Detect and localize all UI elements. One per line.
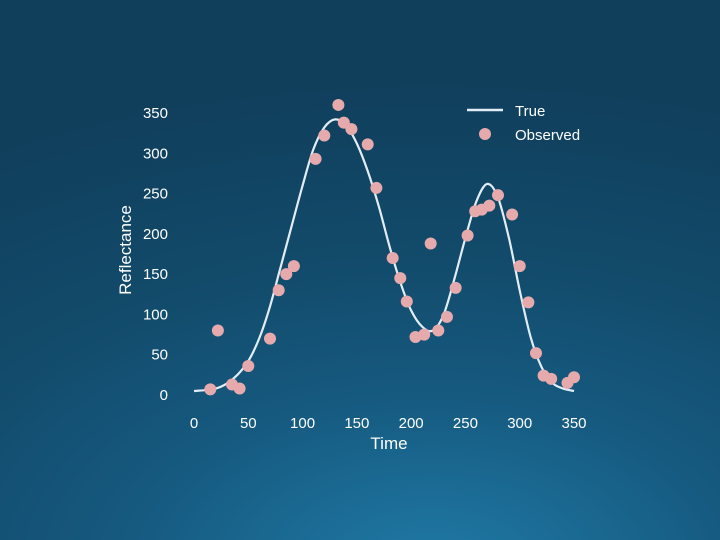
y-tick-label: 350 [143,105,168,122]
observed-point [400,295,413,308]
observed-point [318,129,331,142]
y-axis-label: Reflectance [116,205,135,295]
observed-point [440,310,453,323]
observed-point [522,296,535,309]
observed-point [424,237,437,250]
observed-point [242,359,255,372]
x-tick-label: 200 [399,415,424,432]
legend: True Observed [467,103,580,144]
observed-point [483,199,496,212]
observed-point [233,382,246,395]
observed-point [211,324,224,337]
x-tick-label: 350 [561,415,586,432]
observed-point [345,123,358,136]
observed-point [432,324,445,337]
observed-point [386,252,399,265]
y-tick-label: 200 [143,226,168,243]
y-tick-label: 300 [143,145,168,162]
y-tick-label: 50 [151,347,168,364]
observed-point [309,152,322,165]
x-tick-label: 50 [240,415,257,432]
x-tick-label: 250 [453,415,478,432]
x-tick-label: 300 [507,415,532,432]
observed-point [545,372,558,385]
observed-point [264,332,276,345]
observed-point [287,260,300,273]
observed-point [506,208,519,221]
y-tick-label: 100 [143,306,168,323]
observed-point [394,272,407,285]
y-tick-label: 0 [160,387,168,404]
observed-point [361,138,374,151]
x-tick-labels: 0 50 100 150 200 250 300 350 [190,415,587,432]
y-axis-title: Reflectance [116,205,135,295]
x-tick-label: 0 [190,415,198,432]
observed-point [332,98,345,111]
observed-point [568,371,580,384]
observed-point [204,383,217,396]
true-line-layer [193,118,575,393]
observed-point [272,284,285,297]
x-tick-label: 100 [290,415,315,432]
observed-point [449,281,462,294]
legend-observed-swatch [479,128,491,140]
observed-point [280,268,293,281]
observed-point [513,260,526,273]
x-axis-label: Time [370,434,407,453]
observed-point [530,347,542,360]
legend-true-label: True [515,103,545,120]
y-tick-label: 250 [143,186,168,203]
observed-point [461,229,474,242]
legend-observed-label: Observed [515,127,580,144]
observed-point [492,189,504,202]
true-series-line [193,118,575,393]
y-tick-labels: 0 50 100 150 200 250 300 350 [143,105,168,404]
observed-point [418,328,431,341]
x-tick-label: 150 [344,415,369,432]
y-tick-label: 150 [143,266,168,283]
observed-point [370,181,383,194]
observed-points-layer [204,98,580,396]
